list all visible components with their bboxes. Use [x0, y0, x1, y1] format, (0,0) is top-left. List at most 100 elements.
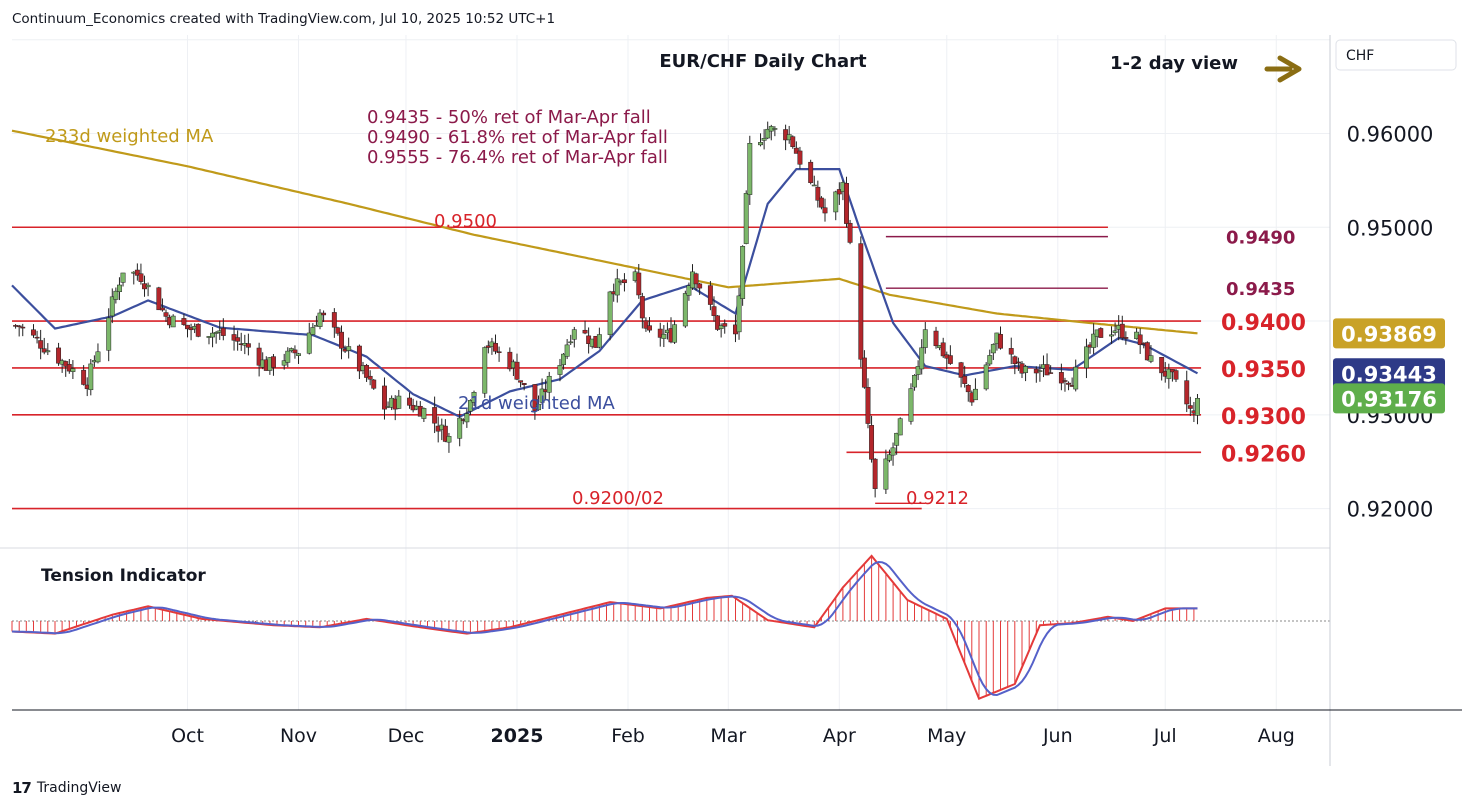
- candle-body-208: [1058, 372, 1064, 384]
- y-tick-0-95000: 0.95000: [1347, 216, 1434, 240]
- candle-body-54: [285, 350, 291, 363]
- candle-body-187: [947, 355, 953, 364]
- candle-body-48: [256, 347, 262, 366]
- candle-body-227: [1148, 355, 1154, 362]
- candle-body-221: [1119, 323, 1125, 339]
- x-tick-nov: Nov: [280, 725, 317, 747]
- candle-body-162: [822, 207, 828, 214]
- candle-body-188: [958, 362, 964, 378]
- candle-body-160: [815, 186, 821, 201]
- candle-body-144: [736, 295, 742, 333]
- candle-body-113: [582, 329, 588, 334]
- candle-body-190: [965, 384, 971, 393]
- candle-body-189: [962, 375, 968, 384]
- candle-body-72: [371, 379, 377, 389]
- retracement-annotation-1: 0.9490 - 61.8% ret of Mar-Apr fall: [367, 127, 668, 148]
- candle-body-93: [482, 347, 488, 394]
- candle-body-158: [808, 161, 814, 183]
- candle-body-70: [364, 365, 370, 378]
- candle-body-13: [81, 369, 87, 385]
- candle-body-22: [120, 272, 126, 283]
- candle-body-108: [557, 365, 563, 375]
- retracement-label-0-9435: 0.9435: [1226, 279, 1295, 300]
- y-tick-0-92000: 0.92000: [1347, 498, 1434, 522]
- candle-body-82: [421, 408, 427, 419]
- retracement-annotation-0: 0.9435 - 50% ret of Mar-Apr fall: [367, 107, 651, 128]
- candle-body-47: [245, 343, 251, 348]
- candle-body-3: [31, 329, 36, 336]
- candle-body-149: [761, 137, 767, 141]
- candle-body-193: [983, 364, 989, 390]
- candle-body-8: [56, 347, 62, 364]
- level-side-label-0-9400: 0.9400: [1221, 311, 1306, 336]
- candle-body-25: [138, 273, 144, 282]
- candle-body-202: [1023, 366, 1029, 373]
- ma21-label: 21d weighted MA: [458, 393, 615, 414]
- candle-body-217: [1098, 328, 1104, 338]
- candle-body-198: [1008, 348, 1014, 355]
- candle-body-210: [1066, 382, 1071, 385]
- candle-body-24: [134, 269, 140, 276]
- candle-body-155: [790, 136, 796, 147]
- level-side-label-0-9300: 0.9300: [1221, 405, 1306, 430]
- candle-body-133: [682, 293, 688, 327]
- candle-body-39: [210, 332, 216, 338]
- candle-body-233: [1184, 380, 1190, 405]
- candle-body-59: [310, 327, 316, 335]
- candle-body-20: [113, 290, 119, 300]
- candle-body-180: [915, 366, 921, 375]
- candle-body-7: [45, 350, 51, 353]
- price-tag-0: [1333, 318, 1445, 349]
- candle-body-100: [514, 361, 520, 380]
- candle-body-206: [1044, 364, 1050, 376]
- candle-body-11: [66, 364, 72, 372]
- candle-body-1: [16, 325, 22, 328]
- candle-body-112: [571, 329, 577, 340]
- candle-body-117: [596, 334, 602, 348]
- ma233-line: [11, 129, 1198, 335]
- candle-body-30: [163, 312, 169, 317]
- candle-body-62: [321, 312, 327, 316]
- price-tag-1: [1333, 358, 1445, 389]
- level-side-label-0-9350: 0.9350: [1221, 358, 1306, 383]
- footer[interactable]: 17 TradingView: [12, 779, 121, 797]
- candle-body-127: [647, 325, 652, 331]
- candle-body-145: [740, 246, 746, 299]
- attribution-header: Continuum_Economics created with Trading…: [12, 11, 556, 27]
- candle-body-105: [539, 388, 545, 403]
- x-tick-apr: Apr: [823, 725, 856, 747]
- candle-body-147: [747, 143, 753, 195]
- candle-body-141: [718, 325, 724, 329]
- ma233-series: [11, 129, 1198, 335]
- chart-labels: EUR/CHF Daily Chart 1-2 day view 0.9435 - …: [45, 51, 1302, 509]
- candle-body-61: [317, 312, 323, 327]
- candle-body-88: [457, 417, 463, 439]
- candle-body-226: [1144, 342, 1150, 361]
- candle-body-111: [568, 341, 574, 344]
- candle-body-224: [1137, 334, 1143, 346]
- candle-body-29: [159, 307, 165, 311]
- candle-body-103: [532, 384, 538, 412]
- candle-body-126: [643, 320, 649, 329]
- candle-body-78: [407, 397, 412, 406]
- candle-body-83: [432, 407, 438, 424]
- candle-body-37: [195, 323, 201, 337]
- level-label-0-9200-02: 0.9200/02: [572, 488, 664, 509]
- candle-body-92: [471, 392, 477, 403]
- x-tick-dec: Dec: [388, 725, 425, 747]
- candle-body-32: [170, 315, 176, 328]
- tradingview-logo-icon: 17: [12, 779, 32, 797]
- candle-body-139: [711, 306, 717, 316]
- candle-body-212: [1073, 366, 1079, 390]
- candle-body-98: [507, 351, 513, 370]
- candle-body-161: [818, 197, 824, 208]
- tension-line: [11, 554, 1198, 701]
- candle-body-97: [496, 351, 502, 353]
- x-tick-mar: Mar: [710, 725, 746, 747]
- candle-body-173: [883, 458, 889, 490]
- candle-body-28: [156, 287, 162, 311]
- candle-body-137: [697, 283, 703, 289]
- candle-body-118: [607, 291, 613, 335]
- candle-body-128: [657, 328, 663, 338]
